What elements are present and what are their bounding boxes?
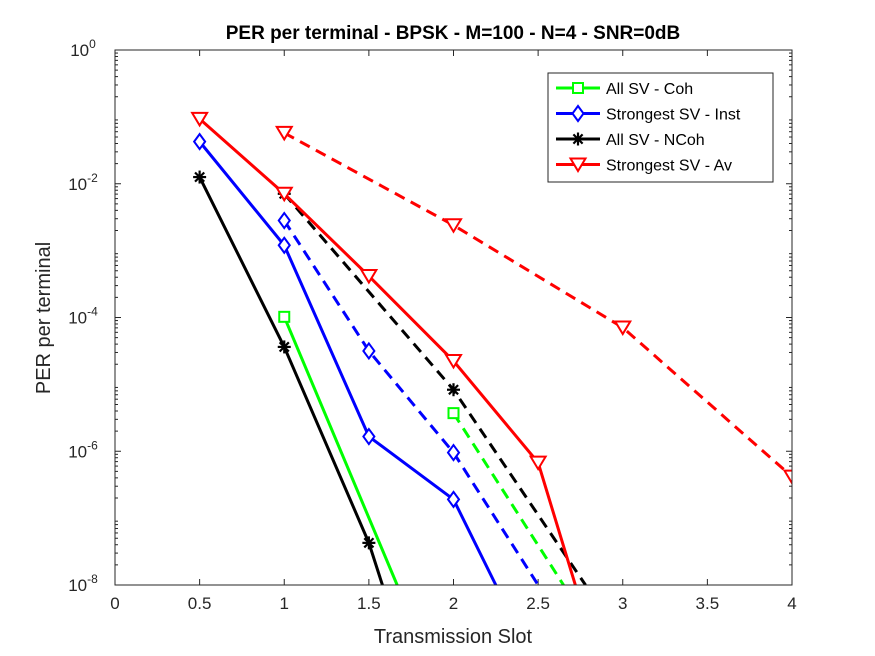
data-point: [447, 407, 460, 420]
data-point: [277, 211, 291, 230]
data-point: [274, 186, 294, 203]
y-tick-label: 100: [70, 37, 96, 60]
x-axis-label: Transmission Slot: [374, 626, 533, 648]
legend: All SV - Coh Strongest SV - Inst All SV - …: [547, 72, 774, 183]
series-line: [198, 117, 577, 585]
legend-label: Strongest SV - Av: [606, 158, 732, 175]
data-point: [444, 353, 463, 370]
series-4: [193, 170, 384, 585]
legend-entry: Strongest SV - Inst: [556, 104, 741, 124]
axes-box: [114, 49, 793, 586]
y-tick-label: 10-2: [68, 171, 98, 194]
data-point: [192, 132, 207, 151]
y-tick-label: 10-4: [68, 305, 98, 328]
series-line: [283, 131, 792, 478]
x-tick-label: 1: [280, 594, 289, 613]
data-point: [277, 340, 291, 354]
x-tick-label: 0: [110, 594, 119, 613]
data-point: [362, 427, 376, 446]
legend-marker: [571, 104, 585, 123]
legend-entry: All SV - Coh: [556, 81, 693, 98]
chart-title: PER per terminal - BPSK - M=100 - N=4 - …: [226, 23, 681, 44]
legend-label: All SV - NCoh: [606, 132, 705, 149]
series-1: [447, 407, 565, 585]
legend-marker: [568, 157, 588, 173]
x-tick-label: 2.5: [526, 594, 550, 613]
x-tick-label: 3: [618, 594, 627, 613]
y-tick-label: 10-6: [68, 438, 98, 461]
series-6: [190, 111, 577, 585]
x-tick-label: 0.5: [188, 594, 212, 613]
data-point: [274, 125, 294, 142]
data-point: [359, 269, 379, 285]
series-0: [278, 310, 399, 585]
legend-marker: [572, 82, 584, 94]
legend-entry: Strongest SV - Av: [556, 157, 732, 175]
legend-entry: All SV - NCoh: [556, 132, 705, 149]
data-point: [447, 383, 460, 397]
data-point: [190, 111, 209, 128]
x-tick-label: 3.5: [696, 594, 720, 613]
legend-label: Strongest SV - Inst: [606, 107, 741, 124]
series-layer: [190, 111, 792, 585]
y-tick-label: 10-8: [68, 572, 98, 595]
data-point: [528, 455, 548, 472]
data-point: [193, 170, 207, 184]
data-point: [446, 490, 461, 509]
data-point: [613, 320, 633, 336]
legend-marker: [571, 132, 585, 146]
series-2: [192, 132, 498, 585]
series-line: [282, 316, 399, 585]
legend-label: All SV - Coh: [606, 81, 693, 98]
data-point: [782, 469, 792, 486]
data-point: [362, 341, 376, 361]
y-axis-label: PER per terminal: [33, 242, 55, 394]
series-line: [198, 176, 384, 585]
data-point: [446, 443, 461, 462]
x-tick-label: 4: [787, 594, 796, 613]
series-7: [274, 125, 792, 486]
series-line: [452, 412, 565, 585]
series-3: [277, 211, 540, 585]
x-tick-label: 2: [449, 594, 458, 613]
series-line: [282, 219, 540, 585]
data-point: [277, 236, 291, 255]
data-point: [362, 536, 376, 550]
x-tick-label: 1.5: [357, 594, 381, 613]
data-point: [444, 218, 463, 234]
data-point: [278, 310, 291, 323]
